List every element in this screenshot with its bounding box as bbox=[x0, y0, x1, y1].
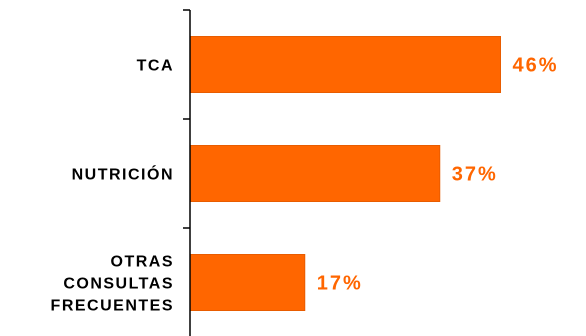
category-labels: TCA NUTRICIÓN OTRAS CONSULTAS FRECUENTES bbox=[51, 58, 174, 315]
category-label-line: CONSULTAS bbox=[63, 276, 174, 293]
data-label: 17% bbox=[317, 273, 363, 295]
bar bbox=[189, 36, 501, 93]
category-label-line: NUTRICIÓN bbox=[72, 165, 174, 184]
bars-group bbox=[189, 36, 501, 311]
category-label-line: TCA bbox=[137, 58, 174, 75]
category-label: OTRAS CONSULTAS FRECUENTES bbox=[51, 254, 174, 315]
category-label: NUTRICIÓN bbox=[72, 165, 174, 184]
category-label: TCA bbox=[137, 58, 174, 75]
value-labels: 46% 37% 17% bbox=[317, 55, 559, 295]
bar bbox=[189, 254, 306, 311]
data-label: 37% bbox=[452, 164, 498, 186]
data-label: 46% bbox=[513, 55, 559, 77]
bar bbox=[189, 145, 441, 202]
category-axis bbox=[183, 9, 191, 336]
category-label-line: FRECUENTES bbox=[51, 298, 174, 315]
category-label-line: OTRAS bbox=[111, 254, 175, 271]
